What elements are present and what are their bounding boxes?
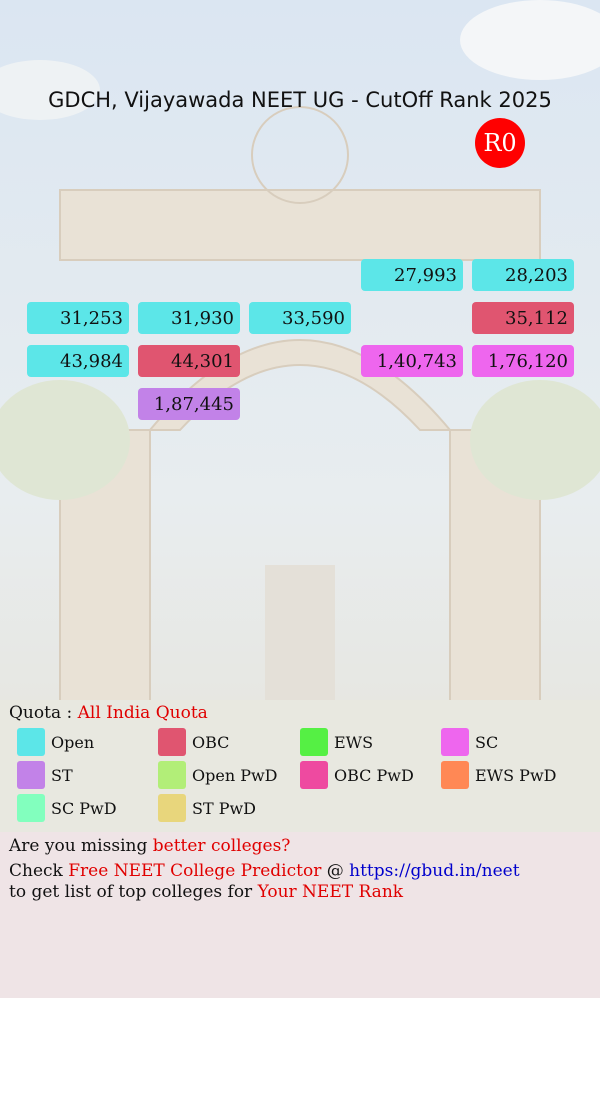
legend-item: OBC bbox=[158, 728, 229, 756]
legend-label: OBC PwD bbox=[334, 765, 414, 785]
legend-swatch bbox=[300, 761, 328, 789]
legend-swatch bbox=[441, 728, 469, 756]
legend-swatch bbox=[158, 728, 186, 756]
title: GDCH, Vijayawada NEET UG - CutOff Rank 2… bbox=[48, 88, 552, 112]
round-badge: R0 bbox=[475, 118, 525, 168]
legend-label: ST PwD bbox=[192, 798, 257, 818]
legend-label: SC bbox=[475, 732, 499, 752]
legend-swatch bbox=[17, 761, 45, 789]
rank-cell: 35,112 bbox=[472, 302, 574, 334]
footer: Are you missing better colleges? Check F… bbox=[0, 832, 600, 998]
legend-item: SC bbox=[441, 728, 498, 756]
rank-cell: 43,984 bbox=[27, 345, 129, 377]
legend-item: EWS bbox=[300, 728, 373, 756]
legend-item: Open bbox=[17, 728, 94, 756]
highlight: Your NEET Rank bbox=[257, 882, 404, 902]
rank-cell: 28,203 bbox=[472, 259, 574, 291]
quota-value: All India Quota bbox=[77, 703, 208, 723]
highlight: better colleges? bbox=[152, 836, 291, 856]
legend-swatch bbox=[17, 794, 45, 822]
highlight[interactable]: Free NEET College Predictor bbox=[68, 861, 322, 881]
rank-cell: 1,76,120 bbox=[472, 345, 574, 377]
legend-label: OBC bbox=[192, 732, 230, 752]
footer-line: Check Free NEET College Predictor @ http… bbox=[9, 861, 520, 881]
legend-item: EWS PwD bbox=[441, 761, 556, 789]
text: @ bbox=[326, 861, 344, 881]
quota-label: Quota : bbox=[9, 703, 73, 723]
footer-line: Are you missing better colleges? bbox=[9, 836, 290, 856]
rank-cell: 27,993 bbox=[361, 259, 463, 291]
legend-swatch bbox=[158, 761, 186, 789]
legend-swatch bbox=[17, 728, 45, 756]
rank-cell: 31,253 bbox=[27, 302, 129, 334]
legend-swatch bbox=[158, 794, 186, 822]
text: to get list of top colleges for bbox=[9, 882, 253, 902]
rank-cell: 1,87,445 bbox=[138, 388, 240, 420]
legend-label: SC PwD bbox=[51, 798, 117, 818]
legend-item: ST bbox=[17, 761, 73, 789]
legend-label: EWS PwD bbox=[475, 765, 557, 785]
legend-item: OBC PwD bbox=[300, 761, 414, 789]
legend-item: SC PwD bbox=[17, 794, 117, 822]
quota: Quota : All India Quota bbox=[9, 703, 208, 723]
legend-swatch bbox=[441, 761, 469, 789]
rank-cell: 33,590 bbox=[249, 302, 351, 334]
footer-line: to get list of top colleges for Your NEE… bbox=[9, 882, 403, 902]
rank-cell: 1,40,743 bbox=[361, 345, 463, 377]
legend-item: Open PwD bbox=[158, 761, 278, 789]
text: Check bbox=[9, 861, 63, 881]
legend-label: Open bbox=[51, 732, 95, 752]
link[interactable]: https://gbud.in/neet bbox=[349, 861, 520, 881]
legend-label: Open PwD bbox=[192, 765, 278, 785]
legend-label: ST bbox=[51, 765, 73, 785]
text: Are you missing bbox=[9, 836, 148, 856]
legend-swatch bbox=[300, 728, 328, 756]
legend-label: EWS bbox=[334, 732, 374, 752]
legend-item: ST PwD bbox=[158, 794, 256, 822]
rank-cell: 44,301 bbox=[138, 345, 240, 377]
rank-cell: 31,930 bbox=[138, 302, 240, 334]
